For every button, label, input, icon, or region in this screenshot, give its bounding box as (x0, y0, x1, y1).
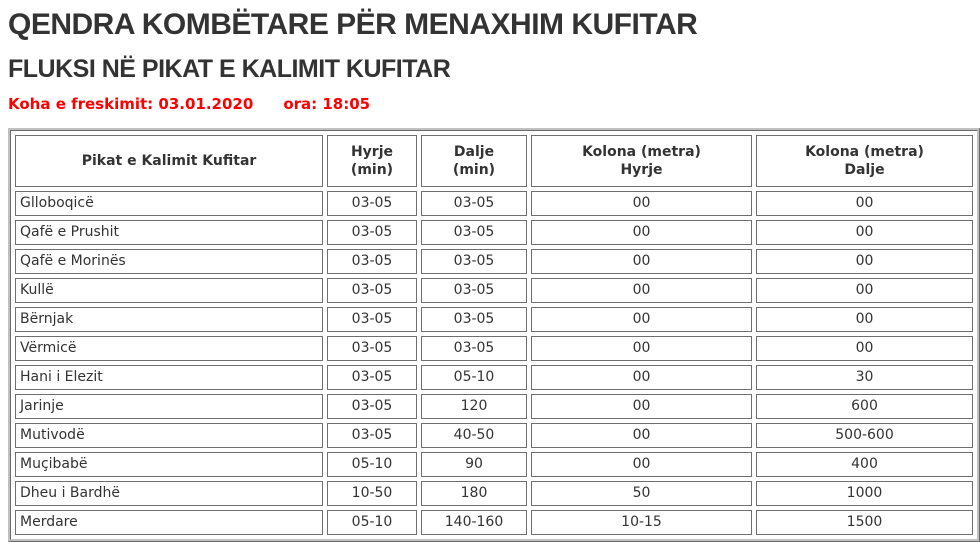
table-row: Vërmicë 03-05 03-05 00 00 (15, 336, 973, 361)
queue-exit-cell: 1000 (756, 481, 973, 506)
table-header-row: Pikat e Kalimit Kufitar Hyrje (min) Dalj… (15, 135, 973, 187)
exit-min-cell: 03-05 (421, 307, 527, 332)
entry-min-cell: 03-05 (327, 278, 417, 303)
table-row: Bërnjak 03-05 03-05 00 00 (15, 307, 973, 332)
column-header-queue-exit: Kolona (metra) Dalje (756, 135, 973, 187)
exit-min-cell: 03-05 (421, 278, 527, 303)
refresh-time: 18:05 (322, 95, 371, 113)
table-row: Merdare 05-10 140-160 10-15 1500 (15, 510, 973, 535)
crossing-name-cell: Dheu i Bardhë (15, 481, 323, 506)
crossing-name-cell: Bërnjak (15, 307, 323, 332)
crossing-name-cell: Qafë e Morinës (15, 249, 323, 274)
queue-entry-cell: 10-15 (531, 510, 752, 535)
page-title: QENDRA KOMBËTARE PËR MENAXHIM KUFITAR (8, 8, 698, 41)
entry-min-cell: 03-05 (327, 336, 417, 361)
queue-entry-cell: 00 (531, 394, 752, 419)
entry-min-cell: 03-05 (327, 365, 417, 390)
entry-min-cell: 03-05 (327, 191, 417, 216)
exit-min-cell: 40-50 (421, 423, 527, 448)
crossing-name-cell: Mutivodë (15, 423, 323, 448)
queue-entry-cell: 00 (531, 452, 752, 477)
exit-min-cell: 120 (421, 394, 527, 419)
queue-exit-cell: 500-600 (756, 423, 973, 448)
crossing-name-cell: Hani i Elezit (15, 365, 323, 390)
crossing-name-cell: Muçibabë (15, 452, 323, 477)
table-row: Glloboqicë 03-05 03-05 00 00 (15, 191, 973, 216)
exit-min-cell: 03-05 (421, 220, 527, 245)
refresh-date: 03.01.2020 (158, 95, 254, 113)
table-row: Muçibabë 05-10 90 00 400 (15, 452, 973, 477)
queue-exit-cell: 1500 (756, 510, 973, 535)
refresh-label: Koha e freskimit: (8, 95, 154, 113)
column-header-exit-min: Dalje (min) (421, 135, 527, 187)
table-row: Hani i Elezit 03-05 05-10 00 30 (15, 365, 973, 390)
queue-entry-cell: 00 (531, 278, 752, 303)
queue-entry-cell: 00 (531, 336, 752, 361)
table-row: Jarinje 03-05 120 00 600 (15, 394, 973, 419)
queue-entry-cell: 00 (531, 307, 752, 332)
crossing-name-cell: Kullë (15, 278, 323, 303)
exit-min-cell: 140-160 (421, 510, 527, 535)
border-crossings-table: Pikat e Kalimit Kufitar Hyrje (min) Dalj… (8, 128, 980, 542)
queue-exit-cell: 00 (756, 307, 973, 332)
queue-entry-cell: 00 (531, 249, 752, 274)
crossing-name-cell: Merdare (15, 510, 323, 535)
exit-min-cell: 03-05 (421, 249, 527, 274)
exit-min-cell: 90 (421, 452, 527, 477)
table-body: Glloboqicë 03-05 03-05 00 00 Qafë e Prushit 03… (15, 191, 973, 535)
queue-exit-cell: 00 (756, 278, 973, 303)
exit-min-cell: 03-05 (421, 336, 527, 361)
queue-entry-cell: 50 (531, 481, 752, 506)
crossing-name-cell: Qafë e Prushit (15, 220, 323, 245)
crossing-name-cell: Glloboqicë (15, 191, 323, 216)
exit-min-cell: 180 (421, 481, 527, 506)
queue-entry-cell: 00 (531, 191, 752, 216)
entry-min-cell: 05-10 (327, 510, 417, 535)
refresh-info: Koha e freskimit: 03.01.2020 ora: 18:05 (8, 95, 972, 113)
refresh-time-label: ora: (283, 95, 318, 113)
entry-min-cell: 03-05 (327, 307, 417, 332)
table-row: Qafë e Morinës 03-05 03-05 00 00 (15, 249, 973, 274)
exit-min-cell: 05-10 (421, 365, 527, 390)
queue-entry-cell: 00 (531, 423, 752, 448)
entry-min-cell: 03-05 (327, 249, 417, 274)
entry-min-cell: 03-05 (327, 394, 417, 419)
queue-exit-cell: 30 (756, 365, 973, 390)
exit-min-cell: 03-05 (421, 191, 527, 216)
column-header-queue-entry: Kolona (metra) Hyrje (531, 135, 752, 187)
crossing-name-cell: Jarinje (15, 394, 323, 419)
queue-entry-cell: 00 (531, 365, 752, 390)
table-row: Qafë e Prushit 03-05 03-05 00 00 (15, 220, 973, 245)
table-row: Kullë 03-05 03-05 00 00 (15, 278, 973, 303)
entry-min-cell: 10-50 (327, 481, 417, 506)
entry-min-cell: 05-10 (327, 452, 417, 477)
column-header-crossing-points: Pikat e Kalimit Kufitar (15, 135, 323, 187)
page-subtitle: FLUKSI NË PIKAT E KALIMIT KUFITAR (8, 55, 451, 83)
queue-exit-cell: 00 (756, 336, 973, 361)
column-header-entry-min: Hyrje (min) (327, 135, 417, 187)
queue-exit-cell: 00 (756, 191, 973, 216)
queue-entry-cell: 00 (531, 220, 752, 245)
queue-exit-cell: 400 (756, 452, 973, 477)
entry-min-cell: 03-05 (327, 423, 417, 448)
table-row: Dheu i Bardhë 10-50 180 50 1000 (15, 481, 973, 506)
queue-exit-cell: 00 (756, 249, 973, 274)
crossing-name-cell: Vërmicë (15, 336, 323, 361)
table-row: Mutivodë 03-05 40-50 00 500-600 (15, 423, 973, 448)
entry-min-cell: 03-05 (327, 220, 417, 245)
queue-exit-cell: 600 (756, 394, 973, 419)
queue-exit-cell: 00 (756, 220, 973, 245)
